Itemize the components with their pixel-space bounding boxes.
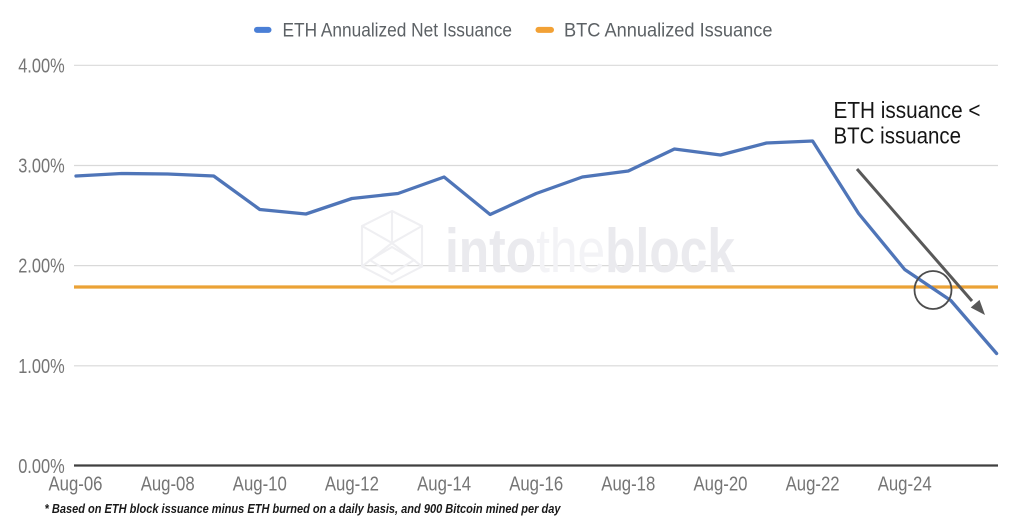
svg-text:Aug-22: Aug-22 xyxy=(786,474,840,496)
svg-text:Aug-12: Aug-12 xyxy=(325,474,379,496)
svg-text:BTC Annualized Issuance: BTC Annualized Issuance xyxy=(564,21,773,42)
svg-text:BTC issuance: BTC issuance xyxy=(834,123,962,149)
svg-text:Aug-24: Aug-24 xyxy=(878,474,932,496)
svg-text:0.00%: 0.00% xyxy=(18,456,65,478)
svg-text:Aug-08: Aug-08 xyxy=(141,474,195,496)
svg-text:intotheblock: intotheblock xyxy=(445,217,735,286)
svg-text:ETH Annualized Net Issuance: ETH Annualized Net Issuance xyxy=(283,21,513,42)
svg-text:* Based on ETH block issuance: * Based on ETH block issuance minus ETH … xyxy=(45,502,562,516)
svg-text:Aug-14: Aug-14 xyxy=(417,474,471,496)
svg-text:1.00%: 1.00% xyxy=(18,356,65,378)
svg-text:Aug-20: Aug-20 xyxy=(694,474,748,496)
svg-text:3.00%: 3.00% xyxy=(18,156,65,178)
svg-text:4.00%: 4.00% xyxy=(18,55,65,77)
svg-text:Aug-16: Aug-16 xyxy=(509,474,563,496)
svg-text:Aug-10: Aug-10 xyxy=(233,474,287,496)
svg-text:Aug-06: Aug-06 xyxy=(49,474,103,496)
svg-text:2.00%: 2.00% xyxy=(18,256,65,278)
svg-text:Aug-18: Aug-18 xyxy=(601,474,655,496)
svg-text:ETH issuance <: ETH issuance < xyxy=(834,97,981,123)
